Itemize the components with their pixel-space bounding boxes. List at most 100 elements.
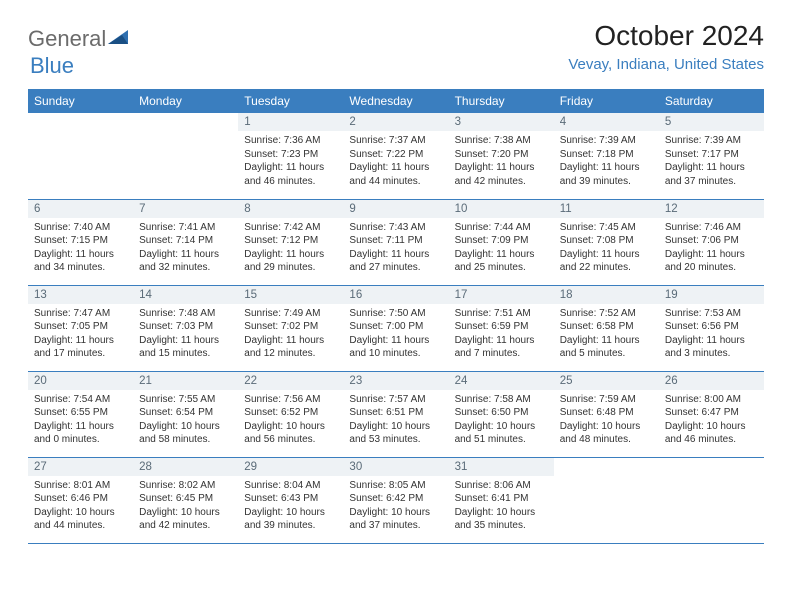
sunset-text: Sunset: 7:03 PM <box>139 320 232 334</box>
day-number: 31 <box>449 458 554 476</box>
day-details: Sunrise: 7:45 AMSunset: 7:08 PMDaylight:… <box>554 218 659 279</box>
day-number: 6 <box>28 200 133 218</box>
day-details: Sunrise: 7:58 AMSunset: 6:50 PMDaylight:… <box>449 390 554 451</box>
daylight-text-1: Daylight: 11 hours <box>34 334 127 348</box>
daylight-text-1: Daylight: 11 hours <box>349 334 442 348</box>
daylight-text-2: and 39 minutes. <box>560 175 653 189</box>
sunset-text: Sunset: 7:18 PM <box>560 148 653 162</box>
daylight-text-1: Daylight: 11 hours <box>665 334 758 348</box>
day-details: Sunrise: 7:56 AMSunset: 6:52 PMDaylight:… <box>238 390 343 451</box>
calendar-week-row: 13Sunrise: 7:47 AMSunset: 7:05 PMDayligh… <box>28 285 764 371</box>
sunset-text: Sunset: 7:08 PM <box>560 234 653 248</box>
sunrise-text: Sunrise: 7:43 AM <box>349 221 442 235</box>
day-details: Sunrise: 8:06 AMSunset: 6:41 PMDaylight:… <box>449 476 554 537</box>
calendar-day-cell: 31Sunrise: 8:06 AMSunset: 6:41 PMDayligh… <box>449 457 554 543</box>
daylight-text-1: Daylight: 11 hours <box>455 161 548 175</box>
weekday-header: Tuesday <box>238 89 343 113</box>
day-details: Sunrise: 8:04 AMSunset: 6:43 PMDaylight:… <box>238 476 343 537</box>
calendar-day-cell: 9Sunrise: 7:43 AMSunset: 7:11 PMDaylight… <box>343 199 448 285</box>
day-details: Sunrise: 7:42 AMSunset: 7:12 PMDaylight:… <box>238 218 343 279</box>
day-number: 19 <box>659 286 764 304</box>
daylight-text-1: Daylight: 11 hours <box>244 248 337 262</box>
daylight-text-1: Daylight: 11 hours <box>349 248 442 262</box>
calendar-day-cell: 14Sunrise: 7:48 AMSunset: 7:03 PMDayligh… <box>133 285 238 371</box>
day-details: Sunrise: 7:37 AMSunset: 7:22 PMDaylight:… <box>343 131 448 192</box>
sunrise-text: Sunrise: 7:50 AM <box>349 307 442 321</box>
calendar-day-cell: 10Sunrise: 7:44 AMSunset: 7:09 PMDayligh… <box>449 199 554 285</box>
calendar-day-cell: 7Sunrise: 7:41 AMSunset: 7:14 PMDaylight… <box>133 199 238 285</box>
sunset-text: Sunset: 6:59 PM <box>455 320 548 334</box>
weekday-header: Friday <box>554 89 659 113</box>
day-number: 8 <box>238 200 343 218</box>
sunset-text: Sunset: 7:12 PM <box>244 234 337 248</box>
daylight-text-2: and 42 minutes. <box>455 175 548 189</box>
day-details: Sunrise: 7:59 AMSunset: 6:48 PMDaylight:… <box>554 390 659 451</box>
sunset-text: Sunset: 6:52 PM <box>244 406 337 420</box>
sunset-text: Sunset: 6:43 PM <box>244 492 337 506</box>
daylight-text-2: and 37 minutes. <box>349 519 442 533</box>
daylight-text-1: Daylight: 11 hours <box>139 248 232 262</box>
daylight-text-1: Daylight: 11 hours <box>665 248 758 262</box>
day-details: Sunrise: 7:52 AMSunset: 6:58 PMDaylight:… <box>554 304 659 365</box>
daylight-text-1: Daylight: 10 hours <box>349 506 442 520</box>
month-title: October 2024 <box>568 20 764 52</box>
daylight-text-1: Daylight: 11 hours <box>665 161 758 175</box>
calendar-day-cell: 1Sunrise: 7:36 AMSunset: 7:23 PMDaylight… <box>238 113 343 199</box>
daylight-text-2: and 12 minutes. <box>244 347 337 361</box>
daylight-text-2: and 37 minutes. <box>665 175 758 189</box>
sunrise-text: Sunrise: 8:05 AM <box>349 479 442 493</box>
day-number: 23 <box>343 372 448 390</box>
daylight-text-1: Daylight: 11 hours <box>244 161 337 175</box>
sunset-text: Sunset: 7:05 PM <box>34 320 127 334</box>
calendar-day-cell: 25Sunrise: 7:59 AMSunset: 6:48 PMDayligh… <box>554 371 659 457</box>
day-number: 11 <box>554 200 659 218</box>
calendar-day-cell: 26Sunrise: 8:00 AMSunset: 6:47 PMDayligh… <box>659 371 764 457</box>
day-details: Sunrise: 7:36 AMSunset: 7:23 PMDaylight:… <box>238 131 343 192</box>
sunset-text: Sunset: 6:48 PM <box>560 406 653 420</box>
sunset-text: Sunset: 7:11 PM <box>349 234 442 248</box>
day-details: Sunrise: 7:57 AMSunset: 6:51 PMDaylight:… <box>343 390 448 451</box>
day-details: Sunrise: 7:50 AMSunset: 7:00 PMDaylight:… <box>343 304 448 365</box>
sunrise-text: Sunrise: 7:48 AM <box>139 307 232 321</box>
sunrise-text: Sunrise: 7:56 AM <box>244 393 337 407</box>
calendar-day-cell: 19Sunrise: 7:53 AMSunset: 6:56 PMDayligh… <box>659 285 764 371</box>
calendar-week-row: ....1Sunrise: 7:36 AMSunset: 7:23 PMDayl… <box>28 113 764 199</box>
calendar-day-cell: 27Sunrise: 8:01 AMSunset: 6:46 PMDayligh… <box>28 457 133 543</box>
calendar-day-cell: 30Sunrise: 8:05 AMSunset: 6:42 PMDayligh… <box>343 457 448 543</box>
sunrise-text: Sunrise: 7:52 AM <box>560 307 653 321</box>
daylight-text-2: and 5 minutes. <box>560 347 653 361</box>
day-number: 4 <box>554 113 659 131</box>
calendar-day-cell: 22Sunrise: 7:56 AMSunset: 6:52 PMDayligh… <box>238 371 343 457</box>
day-details: Sunrise: 7:51 AMSunset: 6:59 PMDaylight:… <box>449 304 554 365</box>
sunrise-text: Sunrise: 7:53 AM <box>665 307 758 321</box>
calendar-day-cell: 8Sunrise: 7:42 AMSunset: 7:12 PMDaylight… <box>238 199 343 285</box>
daylight-text-1: Daylight: 11 hours <box>455 248 548 262</box>
daylight-text-2: and 39 minutes. <box>244 519 337 533</box>
calendar-day-cell: 20Sunrise: 7:54 AMSunset: 6:55 PMDayligh… <box>28 371 133 457</box>
sunset-text: Sunset: 7:14 PM <box>139 234 232 248</box>
calendar-day-cell: 12Sunrise: 7:46 AMSunset: 7:06 PMDayligh… <box>659 199 764 285</box>
weekday-header: Wednesday <box>343 89 448 113</box>
calendar-day-cell: 23Sunrise: 7:57 AMSunset: 6:51 PMDayligh… <box>343 371 448 457</box>
day-details: Sunrise: 7:54 AMSunset: 6:55 PMDaylight:… <box>28 390 133 451</box>
daylight-text-1: Daylight: 11 hours <box>349 161 442 175</box>
daylight-text-2: and 27 minutes. <box>349 261 442 275</box>
sunrise-text: Sunrise: 7:41 AM <box>139 221 232 235</box>
daylight-text-1: Daylight: 10 hours <box>349 420 442 434</box>
calendar-page: General October 2024 Vevay, Indiana, Uni… <box>0 0 792 560</box>
day-number: 21 <box>133 372 238 390</box>
calendar-day-cell: 11Sunrise: 7:45 AMSunset: 7:08 PMDayligh… <box>554 199 659 285</box>
daylight-text-2: and 35 minutes. <box>455 519 548 533</box>
sunrise-text: Sunrise: 7:46 AM <box>665 221 758 235</box>
sunrise-text: Sunrise: 8:00 AM <box>665 393 758 407</box>
daylight-text-2: and 34 minutes. <box>34 261 127 275</box>
sunrise-text: Sunrise: 7:36 AM <box>244 134 337 148</box>
calendar-day-cell: 3Sunrise: 7:38 AMSunset: 7:20 PMDaylight… <box>449 113 554 199</box>
daylight-text-2: and 0 minutes. <box>34 433 127 447</box>
daylight-text-1: Daylight: 10 hours <box>455 506 548 520</box>
day-details: Sunrise: 7:46 AMSunset: 7:06 PMDaylight:… <box>659 218 764 279</box>
daylight-text-1: Daylight: 11 hours <box>139 334 232 348</box>
sunrise-text: Sunrise: 8:02 AM <box>139 479 232 493</box>
daylight-text-1: Daylight: 10 hours <box>139 420 232 434</box>
day-number: 29 <box>238 458 343 476</box>
